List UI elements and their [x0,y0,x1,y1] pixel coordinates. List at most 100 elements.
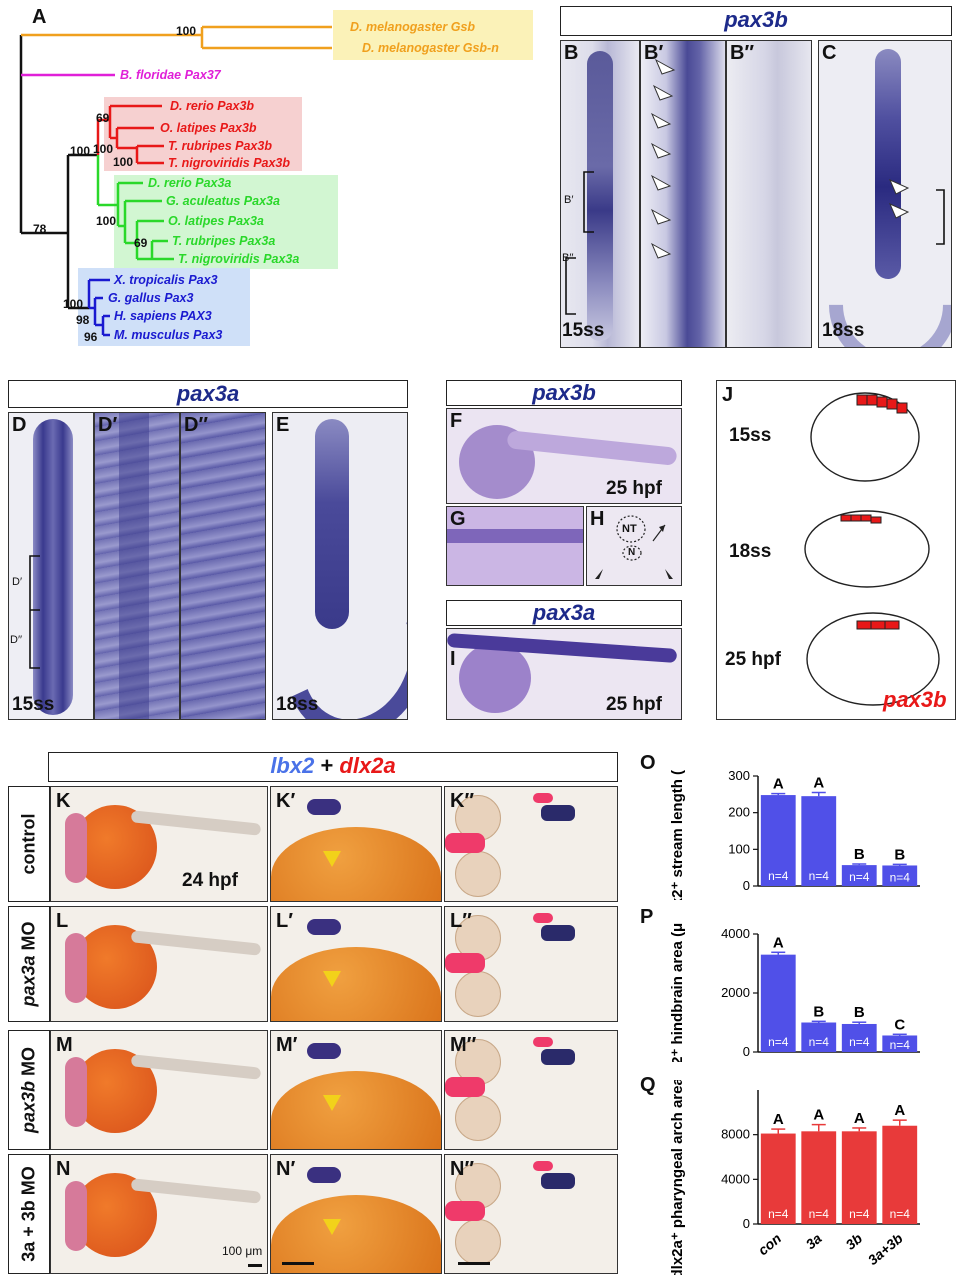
stage-label: 25 hpf [725,649,781,670]
x-tick-label: 3a [802,1230,824,1252]
panel-g-image [446,506,584,586]
panel-label-bdoubleprime: B′′ [730,42,755,64]
bracket-bprime [583,171,594,233]
panel-bdoubleprime-image [726,40,812,348]
scale-bar [248,1264,262,1267]
bootstrap-value: 98 [76,313,90,327]
significance-letter: A [813,775,824,792]
panel-label-b: B [564,42,579,64]
taxon-label: G. aculeatus Pax3a [166,194,280,208]
panel-label-bprime: B′ [644,42,664,64]
panel-label-l: L [56,910,69,932]
embryo-stain [33,419,73,715]
significance-letter: B [813,1003,824,1020]
panel-label-c: C [822,42,837,64]
taxon-label: T. rubripes Pax3a [172,234,276,248]
x-tick-label: con [755,1230,784,1258]
embryo-image [270,786,442,902]
taxon-label: D. melanogaster Gsb-n [362,41,499,55]
bar [841,865,877,886]
panel-label-kprime: K′ [276,790,296,812]
taxon-label: X. tropicalis Pax3 [114,273,218,287]
n-label: n=4 [849,870,870,884]
n-label: n=4 [768,1207,789,1221]
row-label-combo: 3a + 3b MO [8,1154,50,1274]
eye [455,971,501,1017]
taxon-label: G. gallus Pax3 [108,291,194,305]
arrowhead [323,1095,341,1111]
row-label-control: control [8,786,50,902]
y-tick-label: 100 [728,841,750,856]
stage-label: 15ss [562,320,605,341]
bar [760,795,796,886]
bar [760,1133,796,1224]
panel-label-a: A [32,6,47,28]
significance-letter: B [894,846,905,863]
dlx2a-stain [533,793,553,803]
arrowhead [323,851,341,867]
stage-label: 15ss [12,694,55,715]
panel-label-n: N [56,1158,71,1180]
chart-p: 0 2000 4000 An=4 Bn=4 Bn=4 Cn=4 lbx2⁺ hindbrain… [669,922,920,1062]
panel-i-image [446,628,682,720]
y-tick-label: 0 [743,878,750,893]
bracket-label: D′ [12,576,23,588]
panel-c-image [818,40,952,348]
stage-label: 15ss [729,425,772,446]
chart-q: 0 4000 8000 An=4 con An=4 3a An=4 3b An=4 3a+3b dlx… [669,1080,920,1275]
yolk [271,1071,441,1149]
panel-ddoubleprime-image [180,412,266,720]
row-label-pax3a-mo: pax3a MO [8,906,50,1022]
embryo-image [50,906,268,1022]
bootstrap-value: 100 [93,142,114,156]
panel-e-image [272,412,408,720]
y-tick-label: 0 [743,1044,750,1059]
embryo-image [444,786,618,902]
bracket-label: B′ [564,194,574,206]
significance-letter: A [773,934,784,951]
panel-label-d: D [12,414,27,436]
panel-label-ndoubleprime: N′′ [450,1158,475,1180]
embryo-stain [587,51,613,341]
y-tick-label: 2000 [721,985,750,1000]
panel-label-e: E [276,414,290,436]
header-probes: lbx2 + dlx2a [48,752,618,782]
significance-letter: A [894,1102,905,1119]
embryo-image [444,906,618,1022]
embryo-stain [875,49,901,279]
taxon-label: B. floridae Pax37 [120,68,221,82]
panel-label-h: H [590,508,605,530]
bar [882,1035,918,1052]
bootstrap-value: 100 [70,144,91,158]
dlx2a-stain [533,913,553,923]
embryo-image [444,1030,618,1150]
bootstrap-value: 96 [84,330,98,344]
yolk [459,643,531,713]
taxon-label: T. nigroviridis Pax3b [168,156,291,170]
head-stain [65,933,87,1003]
orange-clade-box [333,10,533,60]
panel-label-ldoubleprime: L′′ [450,910,472,932]
embryo-image [50,1154,268,1274]
scale-bar-label: 100 μm [222,1244,263,1258]
row-gene: pax3b [18,1080,39,1134]
bar [801,796,837,886]
chart-o: 0 100 200 300 An=4 An=4 Bn=4 Bn=4 lbx2⁺ stream l… [669,770,920,900]
taxon-label: D. rerio Pax3b [170,99,255,113]
significance-letter: A [813,1107,824,1124]
panel-label-kdoubleprime: K′′ [450,790,475,812]
scale-bar [458,1262,490,1265]
n-label: n=4 [809,869,830,883]
panel-b-image [560,40,640,348]
notochord-stripe [119,413,149,719]
arrowhead [323,1219,341,1235]
significance-letter: C [894,1016,905,1033]
n-label: n=4 [768,869,789,883]
y-tick-label: 0 [743,1216,750,1231]
taxon-label: H. sapiens PAX3 [114,309,212,323]
label-n: N [628,547,636,558]
eye [455,1219,501,1265]
y-tick-label: 4000 [721,1171,750,1186]
panel-label-j: J [722,384,734,406]
cross-section [595,515,673,579]
